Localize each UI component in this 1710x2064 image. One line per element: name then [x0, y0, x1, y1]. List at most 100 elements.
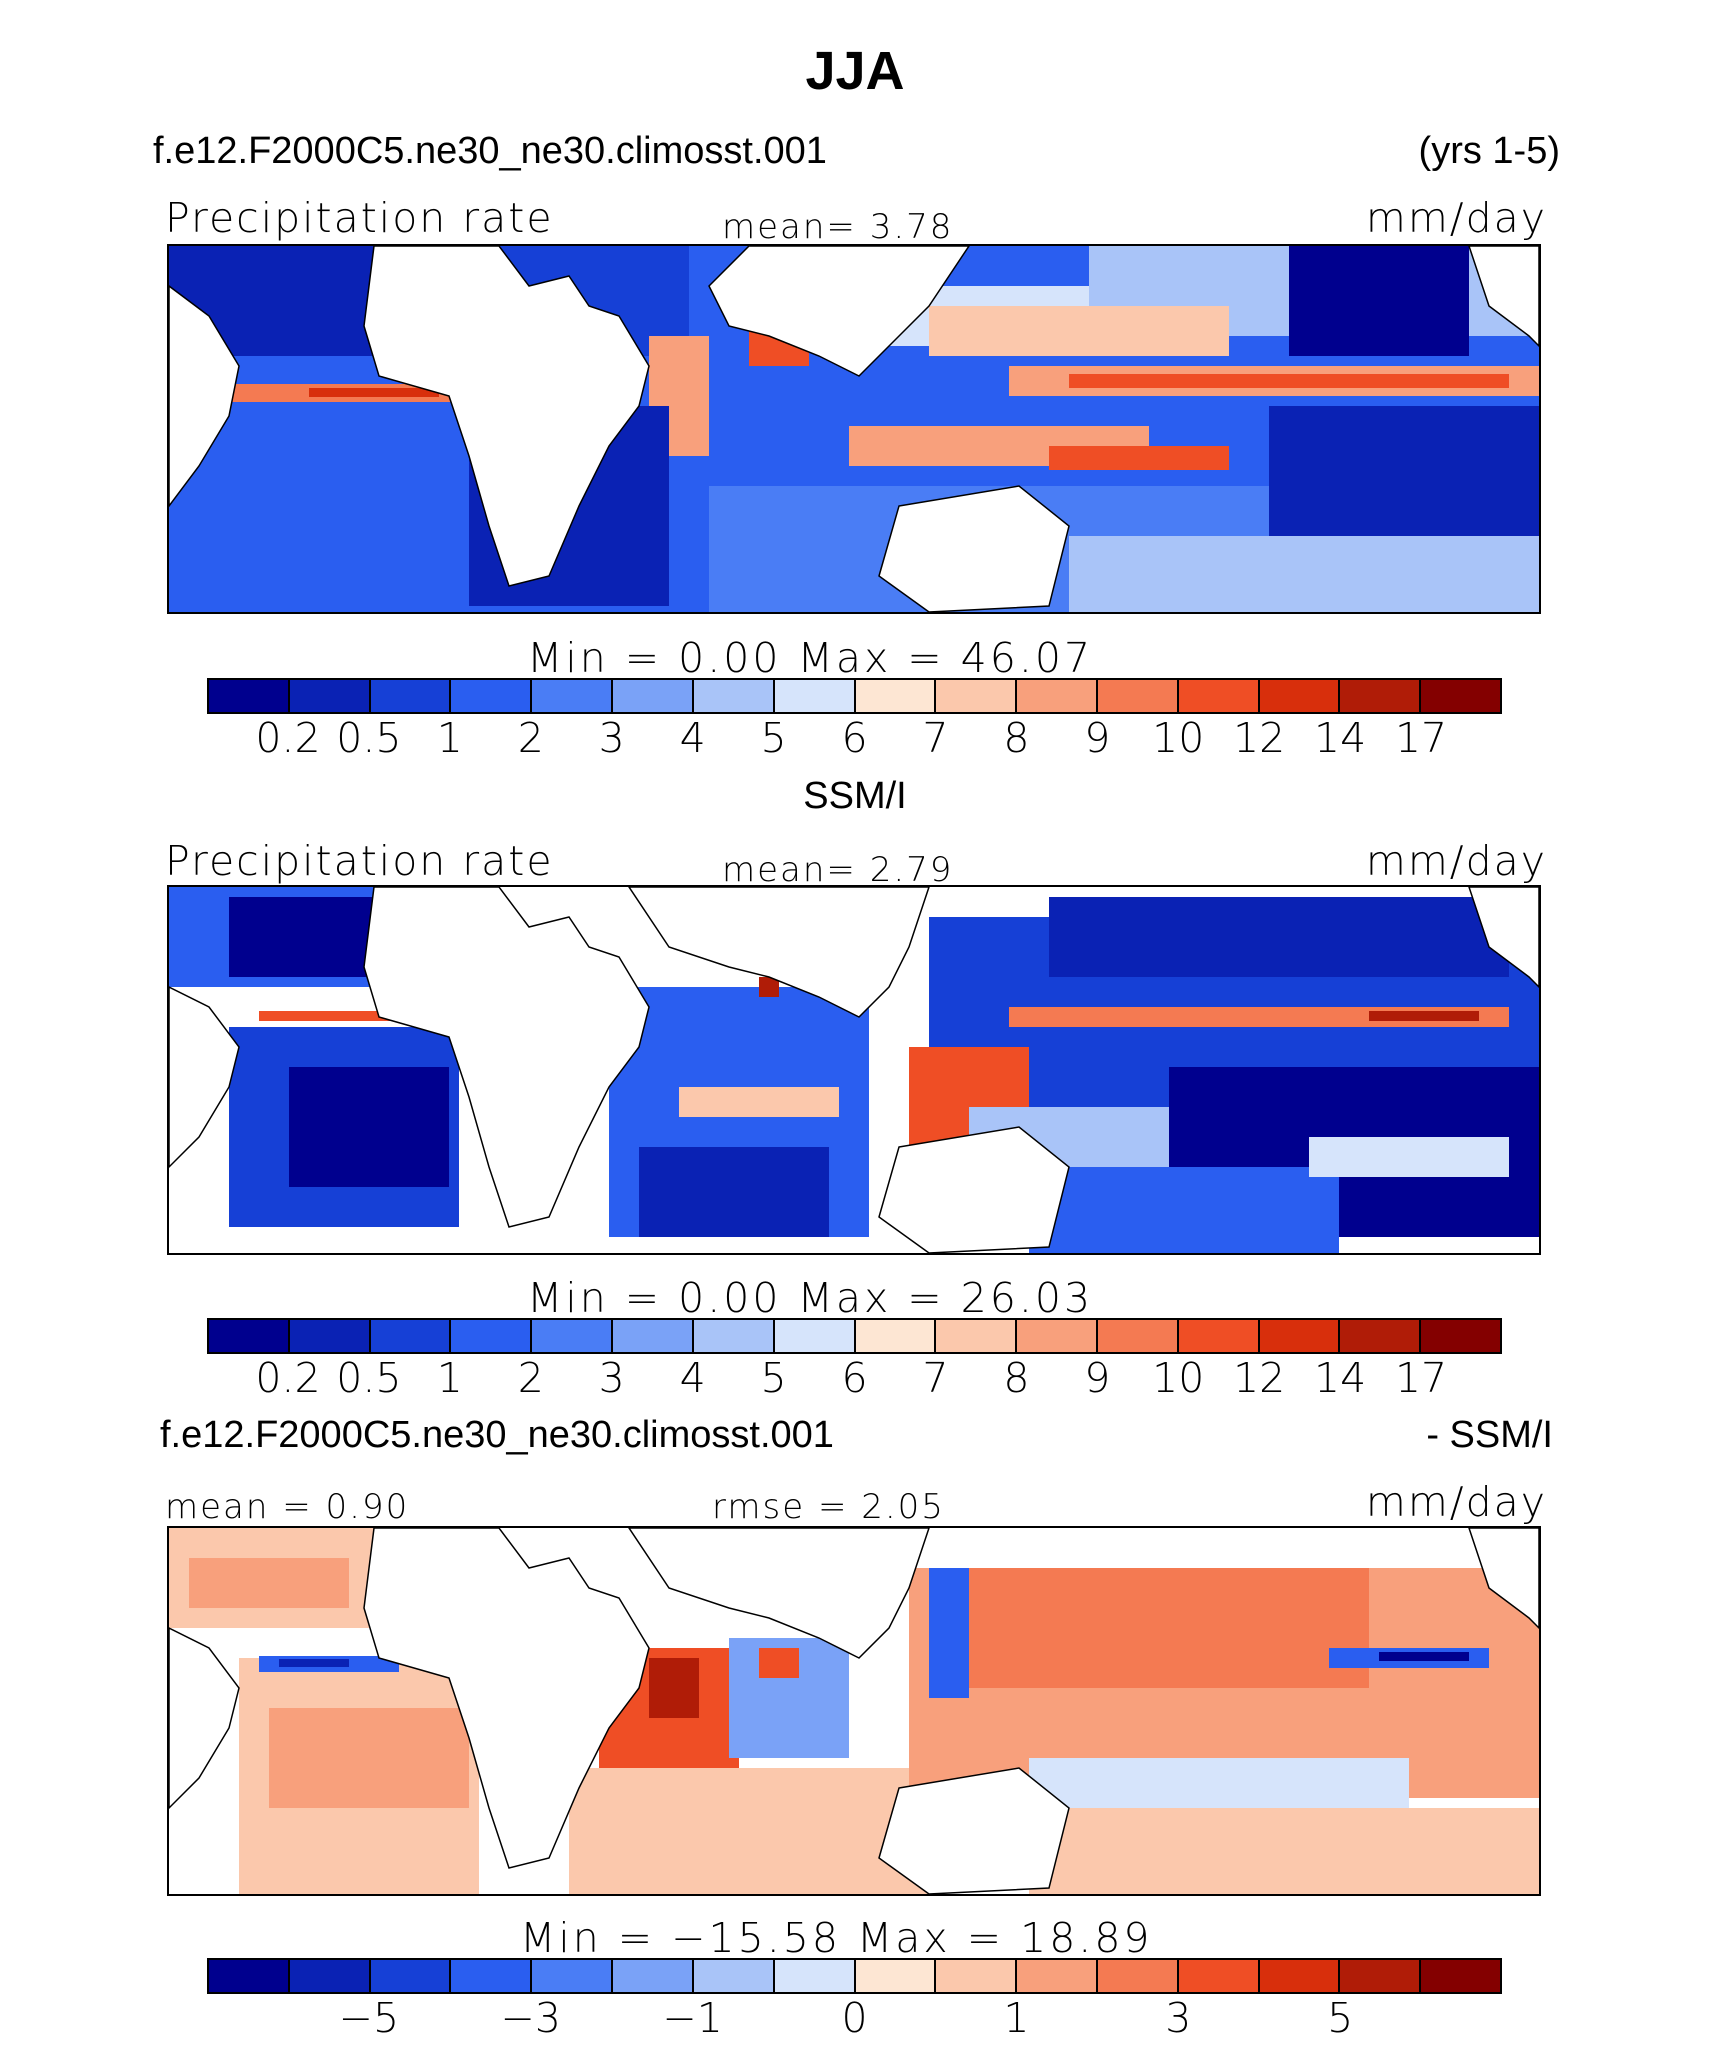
colorbar-swatch — [1259, 1320, 1341, 1352]
colorbar-tick-label: −1 — [662, 1994, 723, 2042]
colorbar-tick-label: −5 — [338, 1994, 400, 2042]
colorbar-swatch — [774, 680, 856, 712]
panel2-map — [167, 885, 1541, 1255]
panel3-colorbar-ticks: −5 −3 −1 0 1 3 5 — [0, 1994, 1710, 2044]
panel1-minmax: Min = 0.00 Max = 46.07 — [527, 634, 1094, 682]
colorbar-tick-label: 14 — [1314, 1354, 1367, 1402]
colorbar-swatch — [936, 680, 1018, 712]
panel3-colorbar — [207, 1958, 1502, 1994]
panel2-colorbar-ticks: 0.2 0.5 1 2 3 4 5 6 7 8 9 10 12 14 17 — [0, 1354, 1710, 1404]
colorbar-tick-label: 7 — [922, 714, 949, 762]
colorbar-swatch — [451, 1320, 533, 1352]
colorbar-tick-label: 5 — [760, 714, 787, 762]
colorbar-swatch — [451, 680, 533, 712]
panel1-units: mm/day — [1365, 194, 1547, 242]
colorbar-swatch — [855, 1320, 937, 1352]
colorbar-swatch — [1340, 1960, 1422, 1992]
colorbar-swatch — [613, 1960, 694, 1992]
colorbar-tick-label: −3 — [500, 1994, 561, 2042]
colorbar-swatch — [693, 1960, 775, 1992]
colorbar-swatch — [1017, 1960, 1098, 1992]
colorbar-swatch — [1097, 1320, 1179, 1352]
colorbar-tick-label: 8 — [1003, 1354, 1030, 1402]
colorbar-tick-label: 0.2 — [255, 714, 321, 762]
colorbar-swatch — [1259, 1960, 1341, 1992]
colorbar-tick-label: 2 — [517, 714, 544, 762]
panel2-mean: mean= 2.79 — [722, 850, 954, 890]
colorbar-swatch — [532, 1320, 614, 1352]
colorbar-swatch — [1421, 680, 1500, 712]
colorbar-tick-label: 6 — [841, 714, 868, 762]
colorbar-tick-label: 14 — [1314, 714, 1367, 762]
panel1-mean: mean= 3.78 — [722, 207, 954, 247]
colorbar-swatch — [532, 1960, 614, 1992]
colorbar-swatch — [370, 680, 452, 712]
colorbar-tick-label: 10 — [1152, 1354, 1205, 1402]
run-name: f.e12.F2000C5.ne30_ne30.climosst.001 — [153, 130, 827, 172]
colorbar-tick-label: 17 — [1394, 1354, 1448, 1402]
colorbar-swatch — [936, 1320, 1018, 1352]
colorbar-swatch — [209, 1960, 290, 1992]
panel3-heading-left: f.e12.F2000C5.ne30_ne30.climosst.001 — [160, 1414, 834, 1456]
panel3-heading-right: - SSM/I — [1426, 1414, 1553, 1456]
panel3-map — [167, 1526, 1541, 1896]
colorbar-swatch — [209, 1320, 290, 1352]
panel2-var-label: Precipitation rate — [165, 837, 554, 885]
panel3-mean: mean = 0.90 — [165, 1487, 410, 1527]
years-label: (yrs 1-5) — [1418, 130, 1560, 172]
colorbar-tick-label: 6 — [841, 1354, 868, 1402]
colorbar-swatch — [370, 1320, 452, 1352]
colorbar-swatch — [693, 680, 775, 712]
panel1-var-label: Precipitation rate — [165, 194, 554, 242]
colorbar-tick-label: 5 — [1327, 1994, 1354, 2042]
colorbar-tick-label: 7 — [922, 1354, 949, 1402]
panel1-map — [167, 244, 1541, 614]
colorbar-tick-label: 2 — [517, 1354, 544, 1402]
colorbar-swatch — [1017, 680, 1098, 712]
colorbar-swatch — [289, 1320, 371, 1352]
colorbar-swatch — [1178, 1960, 1260, 1992]
panel2-heading: SSM/I — [803, 775, 907, 817]
panel3-units: mm/day — [1365, 1478, 1547, 1526]
plot-title: JJA — [805, 41, 905, 101]
colorbar-tick-label: 12 — [1233, 714, 1286, 762]
colorbar-tick-label: 0 — [841, 1994, 868, 2042]
colorbar-swatch — [1097, 1960, 1179, 1992]
colorbar-tick-label: 3 — [1165, 1994, 1192, 2042]
colorbar-tick-label: 10 — [1152, 714, 1205, 762]
colorbar-tick-label: 3 — [598, 1354, 625, 1402]
colorbar-swatch — [936, 1960, 1018, 1992]
colorbar-swatch — [1421, 1960, 1500, 1992]
colorbar-tick-label: 1 — [1003, 1994, 1030, 2042]
panel2-units: mm/day — [1365, 837, 1547, 885]
colorbar-swatch — [1421, 1320, 1500, 1352]
colorbar-swatch — [774, 1320, 856, 1352]
colorbar-swatch — [289, 680, 371, 712]
colorbar-tick-label: 12 — [1233, 1354, 1286, 1402]
colorbar-swatch — [1097, 680, 1179, 712]
panel2-colorbar — [207, 1318, 1502, 1354]
colorbar-swatch — [855, 1960, 937, 1992]
colorbar-swatch — [289, 1960, 371, 1992]
colorbar-tick-label: 9 — [1084, 1354, 1111, 1402]
colorbar-tick-label: 0.2 — [255, 1354, 321, 1402]
colorbar-swatch — [1178, 680, 1260, 712]
colorbar-tick-label: 4 — [679, 1354, 706, 1402]
panel2-minmax: Min = 0.00 Max = 26.03 — [527, 1274, 1094, 1322]
colorbar-swatch — [855, 680, 937, 712]
colorbar-swatch — [209, 680, 290, 712]
panel3-rmse: rmse = 2.05 — [712, 1487, 945, 1527]
colorbar-swatch — [451, 1960, 533, 1992]
colorbar-tick-label: 1 — [436, 1354, 463, 1402]
colorbar-tick-label: 8 — [1003, 714, 1030, 762]
colorbar-swatch — [774, 1960, 856, 1992]
colorbar-tick-label: 0.5 — [336, 714, 402, 762]
colorbar-swatch — [1259, 680, 1341, 712]
colorbar-swatch — [693, 1320, 775, 1352]
colorbar-tick-label: 3 — [598, 714, 625, 762]
panel3-minmax: Min = −15.58 Max = 18.89 — [520, 1914, 1153, 1962]
colorbar-tick-label: 0.5 — [336, 1354, 402, 1402]
colorbar-tick-label: 9 — [1084, 714, 1111, 762]
colorbar-tick-label: 5 — [760, 1354, 787, 1402]
colorbar-swatch — [370, 1960, 452, 1992]
